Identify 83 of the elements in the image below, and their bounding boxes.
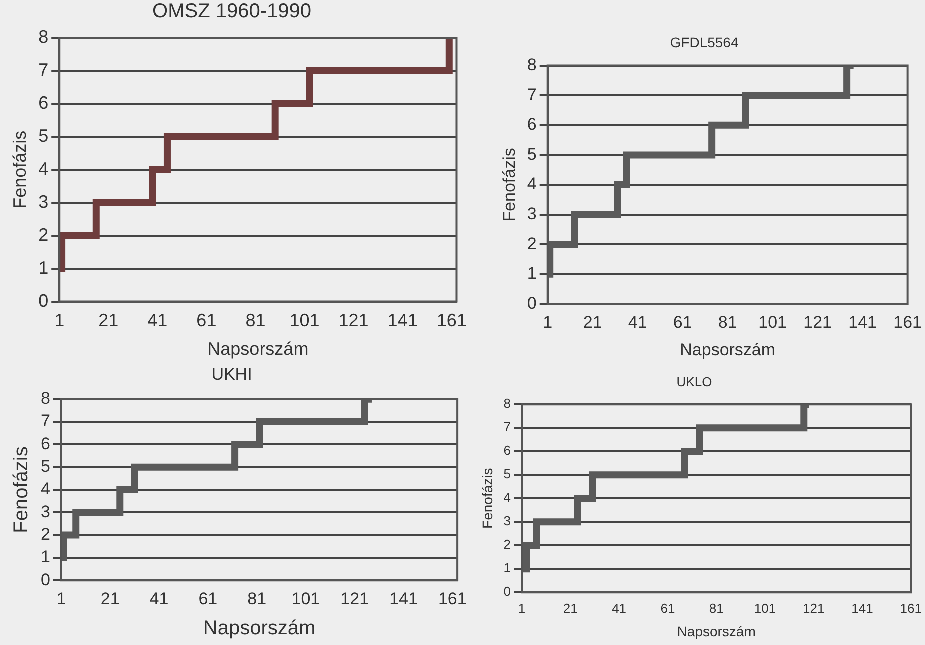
- x-tick-label: 21: [563, 600, 578, 616]
- x-tick-label: 61: [196, 310, 217, 331]
- x-tick-label: 41: [150, 589, 169, 608]
- y-axis-title: Fenofázis: [479, 468, 496, 529]
- y-tick-label: 2: [527, 234, 537, 254]
- x-tick-label: 121: [803, 600, 825, 616]
- chart-title: UKHI: [212, 364, 252, 384]
- y-tick-label: 8: [504, 396, 512, 412]
- y-tick-label: 0: [38, 290, 49, 311]
- x-tick-label: 21: [98, 310, 119, 331]
- y-tick-label: 5: [527, 144, 537, 164]
- y-tick-label: 2: [40, 524, 50, 544]
- x-tick-label: 121: [804, 313, 832, 332]
- chart-title: GFDL5564: [670, 34, 739, 50]
- y-tick-label: 5: [504, 466, 512, 482]
- x-tick-label: 101: [754, 600, 776, 616]
- x-axis-title: Napsorszám: [677, 623, 756, 640]
- x-tick-label: 161: [900, 600, 922, 616]
- x-tick-label: 81: [246, 310, 266, 331]
- y-tick-label: 6: [527, 115, 537, 134]
- x-tick-label: 101: [290, 310, 320, 331]
- y-tick-label: 4: [40, 480, 50, 499]
- x-tick-label: 1: [54, 310, 65, 331]
- y-tick-label: 5: [38, 126, 49, 146]
- x-axis-title: Napsorszám: [203, 618, 316, 640]
- y-tick-label: 2: [504, 537, 512, 552]
- x-tick-label: 161: [894, 313, 922, 332]
- y-tick-label: 4: [504, 490, 512, 506]
- x-tick-label: 141: [388, 310, 418, 331]
- x-tick-label: 1: [543, 313, 553, 332]
- x-tick-label: 1: [56, 589, 66, 608]
- x-tick-label: 21: [583, 313, 602, 332]
- y-tick-label: 4: [527, 174, 537, 194]
- x-tick-label: 81: [718, 313, 738, 332]
- x-axis-title: Napsorszám: [208, 339, 309, 360]
- y-axis-title: Fenofázis: [10, 130, 30, 209]
- x-tick-label: 161: [438, 589, 467, 608]
- y-tick-label: 0: [504, 584, 512, 600]
- x-tick-label: 121: [340, 589, 370, 608]
- y-tick-label: 2: [38, 224, 49, 245]
- y-axis-title: Fenofázis: [10, 446, 33, 534]
- y-tick-label: 8: [40, 389, 50, 408]
- y-tick-label: 3: [527, 204, 537, 224]
- x-tick-label: 81: [709, 600, 724, 616]
- y-axis-title: Fenofázis: [500, 148, 519, 222]
- y-tick-label: 6: [40, 434, 50, 454]
- y-tick-label: 7: [504, 420, 512, 435]
- y-tick-label: 7: [38, 60, 49, 80]
- y-tick-label: 3: [40, 502, 50, 522]
- y-tick-label: 3: [38, 192, 49, 212]
- x-tick-label: 121: [338, 310, 369, 331]
- x-tick-label: 41: [628, 313, 648, 332]
- x-tick-label: 161: [436, 310, 467, 331]
- x-tick-label: 61: [198, 589, 218, 608]
- y-tick-label: 7: [40, 412, 50, 431]
- y-tick-label: 1: [504, 560, 512, 576]
- x-tick-label: 141: [848, 313, 878, 332]
- y-tick-label: 0: [40, 570, 50, 590]
- chart-title: UKLO: [676, 374, 712, 390]
- x-tick-label: 21: [100, 589, 120, 608]
- y-tick-label: 6: [38, 92, 49, 113]
- y-tick-label: 8: [527, 55, 537, 74]
- y-tick-label: 1: [40, 548, 50, 567]
- x-axis-title: Napsorszám: [680, 340, 776, 360]
- y-tick-label: 1: [527, 264, 537, 284]
- x-tick-label: 61: [673, 313, 692, 332]
- y-tick-label: 0: [527, 294, 537, 313]
- y-tick-label: 7: [527, 85, 537, 104]
- y-tick-label: 6: [504, 443, 512, 458]
- y-tick-label: 3: [504, 514, 512, 529]
- x-tick-label: 41: [148, 310, 168, 331]
- y-tick-label: 4: [38, 158, 49, 179]
- x-tick-label: 61: [660, 600, 676, 616]
- x-tick-label: 101: [758, 313, 788, 332]
- x-tick-label: 81: [248, 589, 267, 608]
- x-tick-label: 101: [292, 589, 320, 608]
- x-tick-label: 141: [852, 600, 874, 616]
- chart-title: OMSZ 1960-1990: [152, 0, 312, 23]
- x-tick-label: 41: [612, 600, 627, 616]
- x-tick-label: 141: [390, 589, 418, 608]
- y-tick-label: 1: [38, 258, 49, 278]
- y-tick-label: 8: [38, 26, 49, 47]
- y-tick-label: 5: [40, 457, 50, 476]
